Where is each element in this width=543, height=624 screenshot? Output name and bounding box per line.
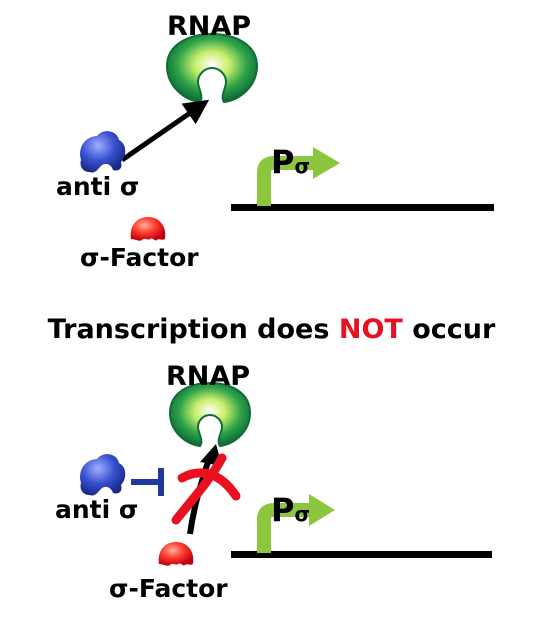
anti-sigma-icon xyxy=(80,131,126,173)
headline-emphasis: NOT xyxy=(338,314,403,345)
rnap-icon-bottom xyxy=(168,381,252,448)
dna-strand xyxy=(231,204,494,211)
bottom-panel xyxy=(80,381,492,566)
promoter-p-bottom: P xyxy=(271,491,295,529)
rnap-label-bottom: RNAP xyxy=(166,361,251,392)
promoter-label-bottom: Pσ xyxy=(271,494,310,526)
rnap-icon xyxy=(165,32,259,104)
red-cross-icon xyxy=(171,453,241,525)
promoter-p: P xyxy=(271,143,295,181)
sigma-factor-icon xyxy=(130,217,166,241)
headline-prefix: Transcription does xyxy=(47,314,339,345)
anti-sigma-icon-bottom xyxy=(80,454,126,496)
headline-suffix: occur xyxy=(402,314,496,345)
dna-strand-bottom xyxy=(231,551,492,558)
inhibition-icon xyxy=(131,468,164,496)
top-panel xyxy=(80,32,494,241)
sigma-factor-label: σ-Factor xyxy=(80,243,199,272)
anti-sigma-label: anti σ xyxy=(56,172,140,201)
promoter-icon xyxy=(257,147,340,206)
promoter-sub-bottom: σ xyxy=(294,502,311,526)
sigma-factor-icon-bottom xyxy=(158,542,194,566)
binding-arrow xyxy=(120,99,210,163)
headline: Transcription does NOT occur xyxy=(0,316,543,343)
promoter-icon-bottom xyxy=(257,494,335,553)
promoter-sub: σ xyxy=(294,154,311,178)
rnap-label: RNAP xyxy=(167,11,252,42)
promoter-label: Pσ xyxy=(271,146,310,178)
sigma-factor-label-bottom: σ-Factor xyxy=(109,574,228,603)
anti-sigma-label-bottom: anti σ xyxy=(55,495,139,524)
